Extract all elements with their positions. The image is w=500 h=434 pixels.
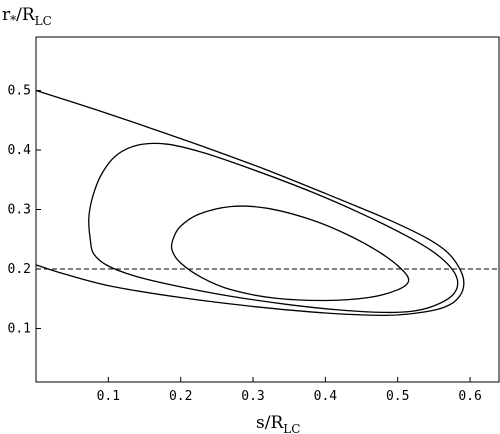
x-tick-label: 0.4 bbox=[314, 389, 338, 404]
curves bbox=[35, 89, 465, 317]
ticks: 0.1 0.2 0.3 0.4 0.5 0.6 0.1 0.2 0.3 0.4 0.5 bbox=[8, 84, 482, 404]
series-curve-3 bbox=[170, 205, 410, 302]
y-tick-label: 0.3 bbox=[8, 203, 31, 218]
y-tick-label: 0.2 bbox=[8, 262, 31, 277]
y-tick-label: 0.4 bbox=[8, 143, 32, 158]
series-curve-2 bbox=[88, 142, 459, 314]
y-axis-label: r*/RLC bbox=[2, 5, 52, 28]
y-tick-label: 0.1 bbox=[8, 321, 31, 336]
x-tick-label: 0.2 bbox=[169, 389, 192, 404]
x-tick-label: 0.3 bbox=[241, 389, 264, 404]
y-tick-label: 0.5 bbox=[8, 84, 31, 99]
x-tick-label: 0.5 bbox=[386, 389, 409, 404]
x-tick-label: 0.1 bbox=[97, 389, 120, 404]
x-axis-label: s/RLC bbox=[256, 413, 300, 434]
plot-frame bbox=[35, 36, 500, 383]
x-tick-label: 0.6 bbox=[458, 389, 481, 404]
series-curve-1 bbox=[35, 89, 465, 317]
